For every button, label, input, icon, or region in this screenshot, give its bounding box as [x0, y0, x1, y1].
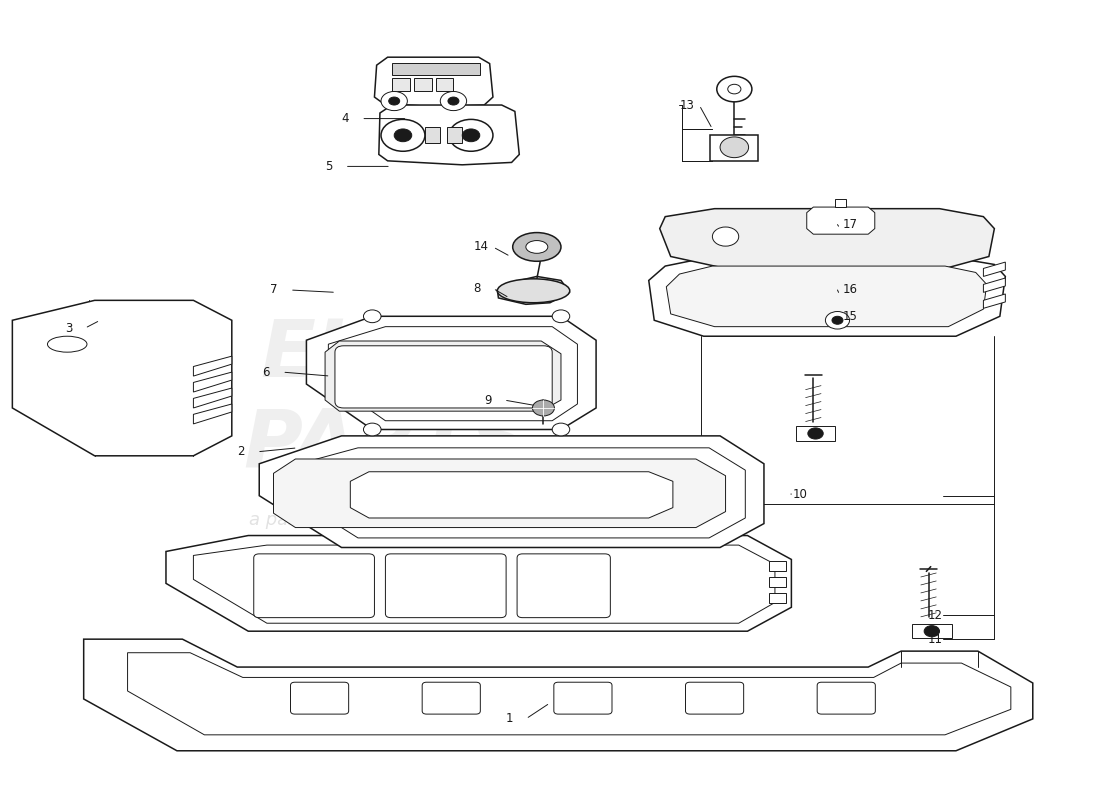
Polygon shape	[285, 448, 746, 538]
Circle shape	[363, 423, 381, 436]
Polygon shape	[374, 57, 493, 106]
Circle shape	[381, 91, 407, 110]
Polygon shape	[497, 277, 570, 304]
Bar	[447, 127, 462, 143]
Text: 13: 13	[680, 98, 694, 111]
Circle shape	[717, 76, 752, 102]
Polygon shape	[84, 639, 1033, 750]
Text: 7: 7	[271, 283, 277, 297]
Polygon shape	[660, 209, 994, 269]
Text: 15: 15	[843, 310, 857, 322]
Bar	[436, 78, 453, 90]
Text: EURO
PARTS: EURO PARTS	[243, 316, 528, 484]
Text: 6: 6	[263, 366, 270, 378]
Polygon shape	[711, 135, 759, 161]
Ellipse shape	[497, 279, 570, 302]
Text: 8: 8	[473, 282, 481, 295]
Polygon shape	[806, 207, 874, 234]
Polygon shape	[769, 577, 785, 587]
Text: a passion for parts since 1985: a passion for parts since 1985	[250, 510, 521, 529]
Circle shape	[807, 428, 823, 439]
Polygon shape	[128, 653, 1011, 735]
Circle shape	[832, 316, 843, 324]
Circle shape	[462, 129, 480, 142]
Text: 17: 17	[843, 218, 857, 231]
Circle shape	[720, 137, 749, 158]
Polygon shape	[194, 545, 774, 623]
Text: 9: 9	[484, 394, 492, 406]
Text: 4: 4	[341, 112, 349, 125]
Polygon shape	[307, 316, 596, 430]
Polygon shape	[194, 356, 232, 376]
Circle shape	[449, 119, 493, 151]
Polygon shape	[194, 372, 232, 392]
FancyBboxPatch shape	[385, 554, 506, 618]
Polygon shape	[166, 535, 791, 631]
Ellipse shape	[526, 241, 548, 254]
Text: 3: 3	[65, 322, 73, 334]
Circle shape	[448, 97, 459, 105]
Circle shape	[388, 97, 399, 105]
Ellipse shape	[47, 336, 87, 352]
FancyBboxPatch shape	[685, 682, 744, 714]
Bar	[414, 78, 431, 90]
Polygon shape	[667, 266, 987, 326]
Polygon shape	[260, 436, 764, 547]
Polygon shape	[12, 300, 232, 456]
Polygon shape	[378, 105, 519, 165]
Circle shape	[713, 227, 739, 246]
Text: 14: 14	[473, 241, 488, 254]
Polygon shape	[769, 593, 785, 603]
Text: 5: 5	[326, 160, 332, 173]
Polygon shape	[329, 326, 578, 421]
Text: 1: 1	[506, 712, 514, 726]
Text: 2: 2	[238, 446, 245, 458]
Polygon shape	[326, 341, 561, 411]
Circle shape	[552, 310, 570, 322]
Polygon shape	[983, 262, 1005, 277]
FancyBboxPatch shape	[553, 682, 612, 714]
FancyBboxPatch shape	[422, 682, 481, 714]
Circle shape	[924, 626, 939, 637]
Circle shape	[394, 129, 411, 142]
FancyBboxPatch shape	[817, 682, 876, 714]
Bar	[795, 426, 835, 442]
Circle shape	[532, 400, 554, 416]
Polygon shape	[194, 404, 232, 424]
Circle shape	[363, 310, 381, 322]
Bar	[392, 78, 409, 90]
Polygon shape	[983, 294, 1005, 308]
Text: 10: 10	[793, 487, 807, 501]
Polygon shape	[274, 459, 726, 527]
Circle shape	[825, 311, 849, 329]
Circle shape	[728, 84, 741, 94]
Text: 12: 12	[927, 609, 943, 622]
Bar	[392, 62, 480, 74]
Polygon shape	[769, 561, 785, 571]
Polygon shape	[350, 472, 673, 518]
Polygon shape	[649, 257, 1005, 336]
FancyBboxPatch shape	[334, 346, 552, 408]
FancyBboxPatch shape	[254, 554, 374, 618]
Text: 16: 16	[843, 283, 857, 297]
Bar	[912, 624, 952, 638]
Circle shape	[552, 423, 570, 436]
Ellipse shape	[513, 233, 561, 262]
FancyBboxPatch shape	[517, 554, 611, 618]
Circle shape	[440, 91, 466, 110]
Circle shape	[381, 119, 425, 151]
FancyBboxPatch shape	[290, 682, 349, 714]
Text: 11: 11	[927, 633, 943, 646]
Polygon shape	[983, 278, 1005, 292]
Polygon shape	[835, 199, 846, 207]
Bar	[425, 127, 440, 143]
Polygon shape	[194, 388, 232, 408]
